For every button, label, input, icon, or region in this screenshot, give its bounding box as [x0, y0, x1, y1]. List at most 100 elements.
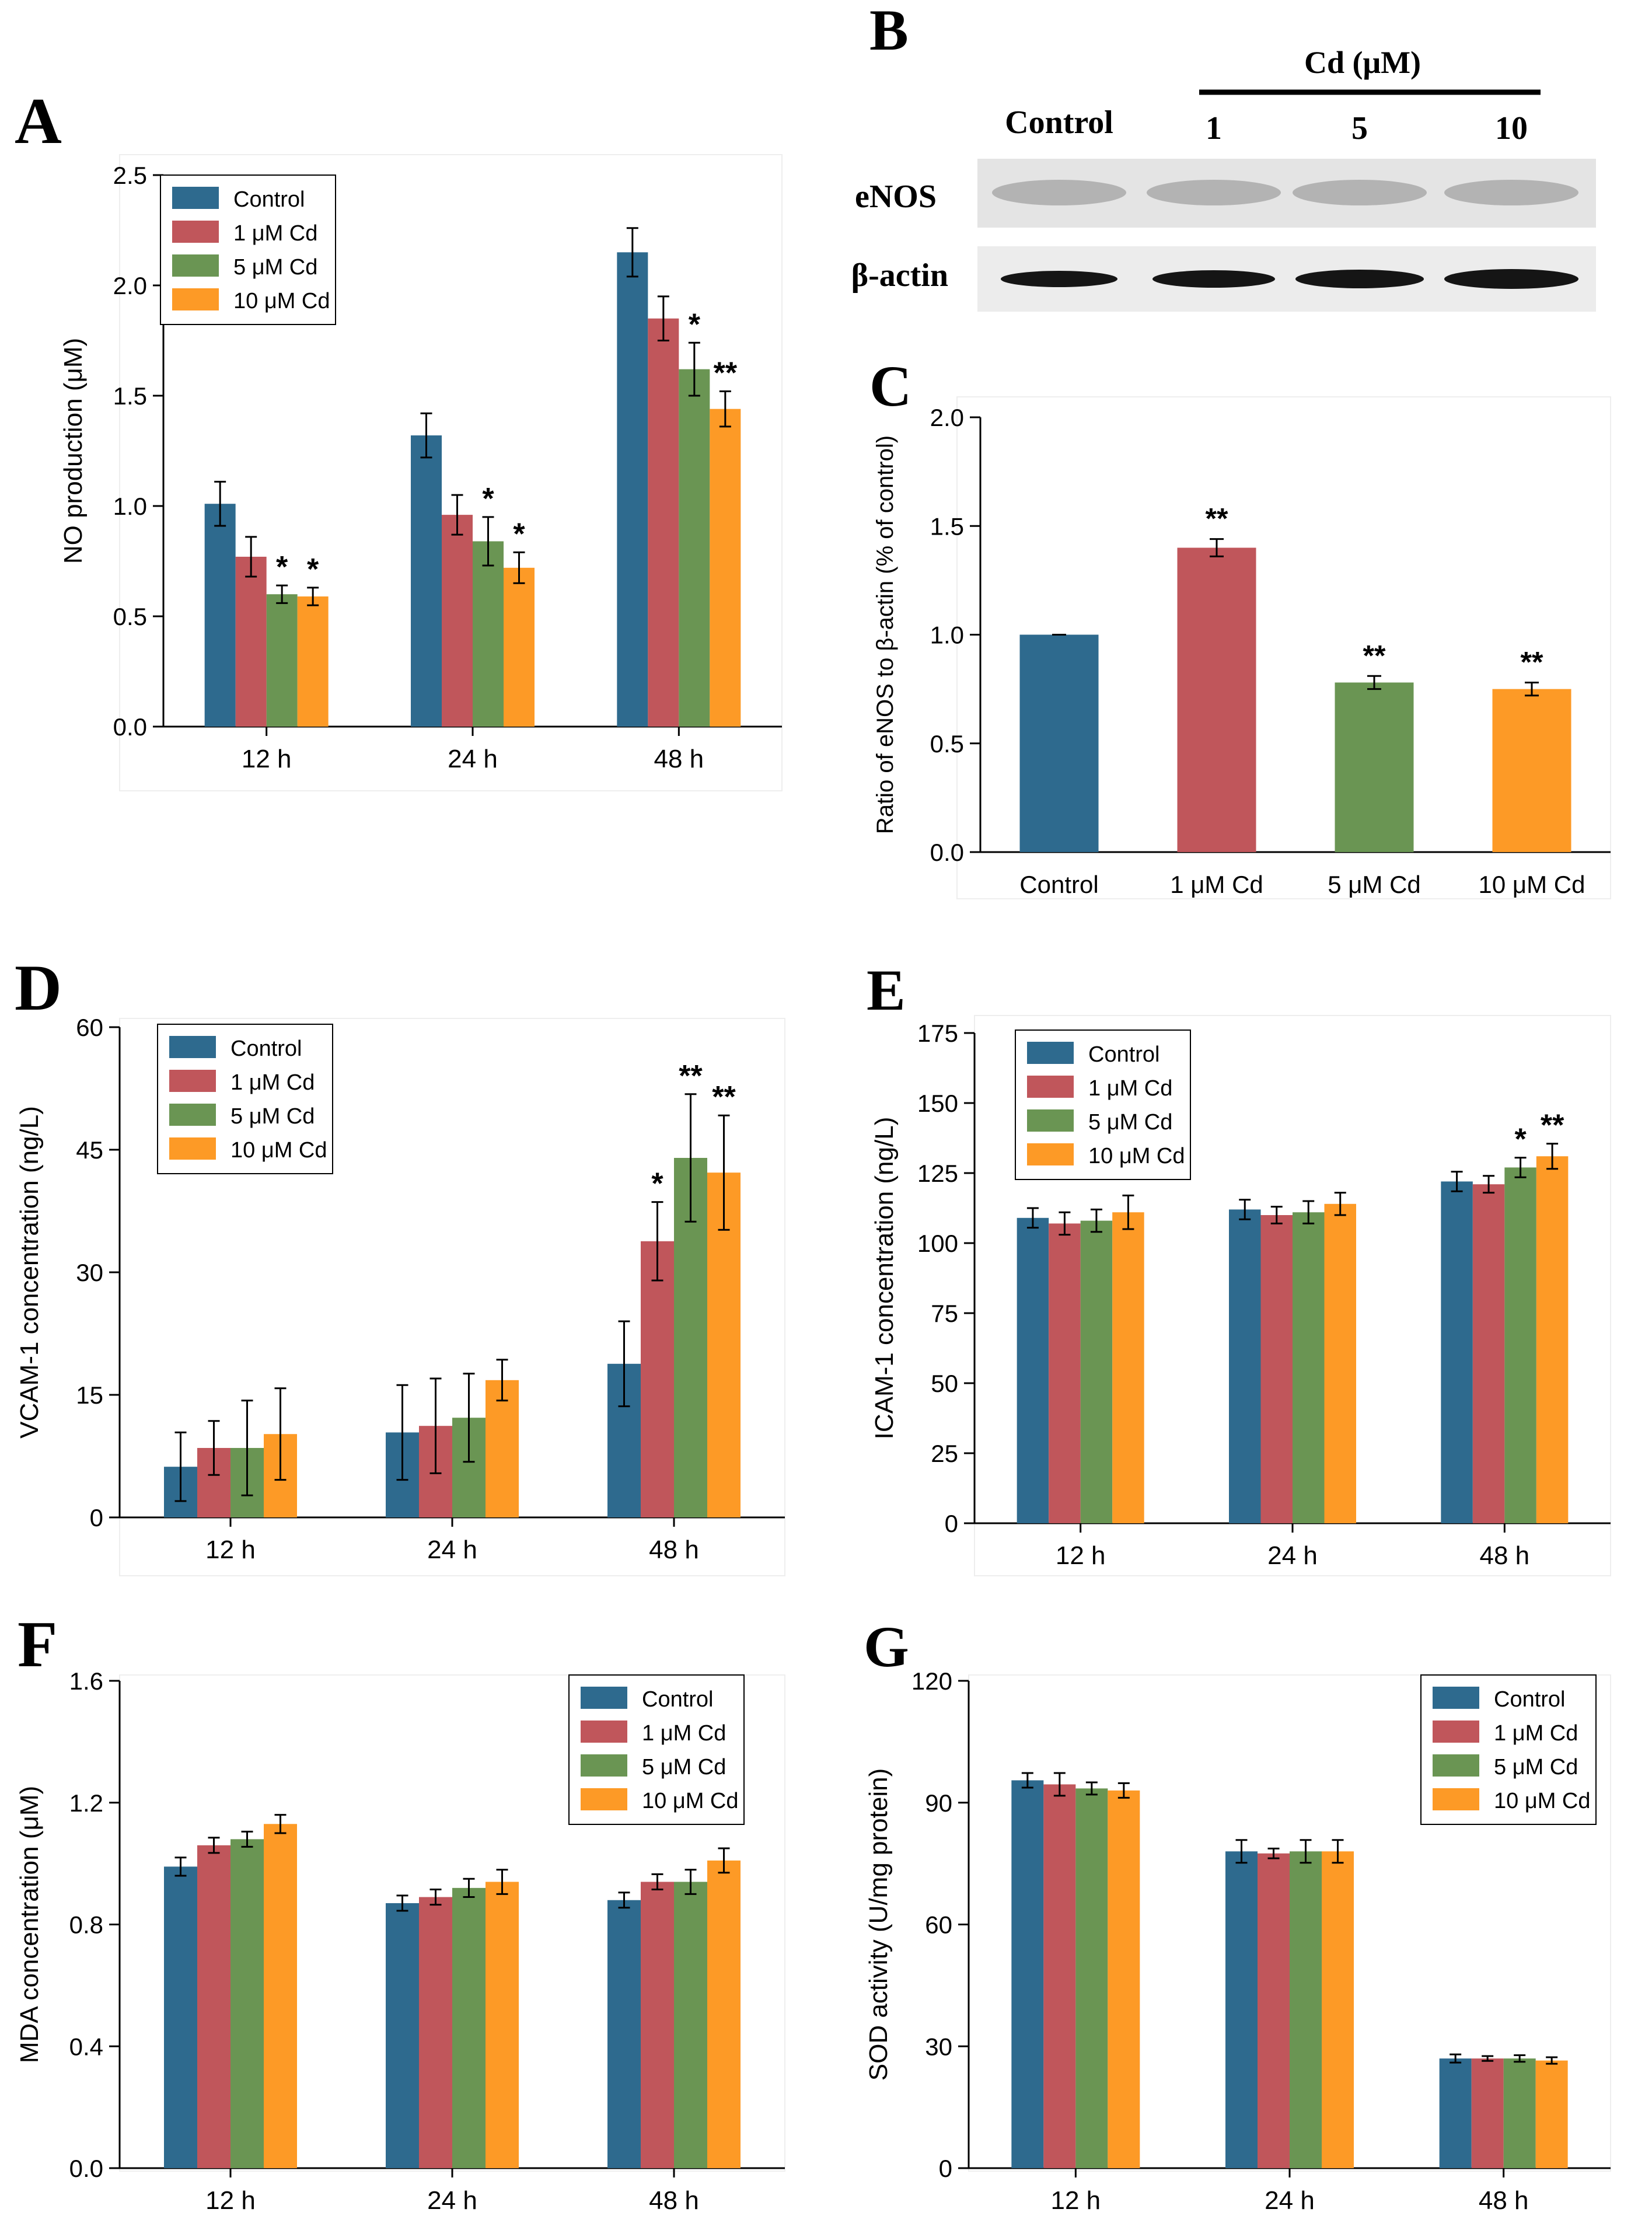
legend-label: Control: [1088, 1042, 1160, 1067]
x-tick-label: 12 h: [205, 1535, 256, 1564]
y-tick-label: 45: [76, 1136, 103, 1164]
legend-label: 5 μM Cd: [1494, 1755, 1578, 1779]
legend-label: 5 μM Cd: [1088, 1110, 1172, 1135]
bar: [1322, 1851, 1354, 2168]
significance-mark: *: [482, 482, 494, 516]
bar: [1536, 1156, 1569, 1523]
legend-swatch: [1433, 1687, 1479, 1709]
significance-mark: *: [307, 553, 319, 587]
bar: [297, 596, 329, 727]
y-tick-label: 0.8: [69, 1911, 103, 1939]
panel-label-c: C: [869, 354, 911, 418]
bar: [486, 1882, 519, 2168]
blot-row-bactin: β-actin: [851, 257, 948, 294]
y-tick-label: 175: [917, 1020, 958, 1047]
actin-band-2: [1152, 270, 1275, 288]
enos-band-2: [1147, 180, 1281, 205]
y-tick-label: 1.6: [69, 1667, 103, 1695]
bar: [1075, 1788, 1108, 2168]
panel-label-e: E: [867, 958, 906, 1022]
legend-label: Control: [230, 1037, 302, 1061]
legend-swatch: [172, 254, 219, 277]
x-tick-label: 48 h: [1480, 1541, 1530, 1570]
legend-label: Control: [642, 1687, 714, 1712]
legend-label: 10 μM Cd: [1088, 1144, 1185, 1168]
legend-swatch: [172, 288, 219, 310]
x-tick-label: 5 μM Cd: [1328, 871, 1421, 898]
y-tick-label: 0.5: [113, 603, 147, 630]
bar: [1017, 1217, 1049, 1523]
y-tick-label: 2.0: [930, 404, 964, 431]
bar: [1177, 547, 1256, 852]
bar: [473, 541, 504, 727]
bar: [1019, 634, 1099, 852]
bar: [1290, 1851, 1322, 2168]
x-tick-label: 48 h: [1479, 2186, 1529, 2215]
significance-mark: *: [513, 517, 525, 551]
panel-label-g: G: [864, 1614, 909, 1679]
bar: [197, 1845, 230, 2168]
x-tick-label: 12 h: [1056, 1541, 1106, 1570]
panel-label-a: A: [15, 85, 62, 158]
legend-label: 10 μM Cd: [1494, 1789, 1591, 1813]
y-tick-label: 1.2: [69, 1789, 103, 1817]
legend-label: 5 μM Cd: [233, 255, 317, 280]
bar: [486, 1380, 519, 1517]
bar: [1324, 1203, 1356, 1523]
legend-swatch: [581, 1687, 627, 1709]
y-tick-label: 1.5: [930, 512, 964, 540]
legend-swatch: [581, 1754, 627, 1777]
bar: [1293, 1212, 1325, 1523]
y-tick-label: 75: [931, 1300, 958, 1327]
significance-mark: **: [679, 1059, 703, 1093]
legend-swatch: [581, 1721, 627, 1743]
x-tick-label: 1 μM Cd: [1170, 871, 1263, 898]
significance-mark: *: [651, 1167, 663, 1201]
legend-swatch: [1027, 1143, 1074, 1165]
legend-swatch: [172, 221, 219, 243]
bar: [607, 1900, 641, 2168]
enos-band-4: [1444, 180, 1578, 205]
y-tick-label: 0.5: [930, 730, 964, 758]
bar: [419, 1897, 452, 2168]
blot-lane-10: 10: [1495, 110, 1528, 146]
y-tick-label: 25: [931, 1440, 958, 1467]
bar: [707, 1860, 741, 2168]
bar: [1049, 1223, 1081, 1523]
significance-mark: *: [689, 308, 701, 341]
actin-band-1: [1001, 271, 1117, 287]
bar: [617, 252, 648, 727]
legend-label: 5 μM Cd: [230, 1104, 315, 1129]
x-tick-label: 48 h: [649, 1535, 699, 1564]
bar: [1229, 1209, 1261, 1523]
y-axis-title: Ratio of eNOS to β-actin (% of control): [872, 435, 898, 834]
legend-swatch: [1433, 1754, 1479, 1777]
bar: [386, 1903, 419, 2168]
chart-a: 0.00.51.01.52.02.512 h* *24 h**48 h***NO …: [59, 154, 783, 791]
y-axis-title: SOD activity (U/mg protein): [864, 1768, 893, 2081]
legend-swatch: [172, 187, 219, 209]
legend-swatch: [581, 1788, 627, 1810]
bar: [442, 515, 473, 727]
legend-label: 1 μM Cd: [1088, 1076, 1172, 1101]
y-tick-label: 100: [917, 1230, 958, 1257]
significance-mark: **: [1363, 639, 1386, 672]
bar: [648, 318, 679, 727]
bar: [1439, 2058, 1472, 2168]
y-axis-title: ICAM-1 concentration (ng/L): [870, 1117, 899, 1440]
panel-label-f: F: [18, 1608, 57, 1681]
enos-band-3: [1293, 180, 1427, 205]
x-tick-label: Control: [1019, 871, 1098, 898]
legend-label: 1 μM Cd: [233, 221, 317, 246]
bar: [679, 369, 710, 727]
bar: [1441, 1181, 1473, 1523]
plot-frame: [956, 396, 1611, 899]
x-tick-label: 24 h: [448, 745, 498, 773]
blot-lane-5: 5: [1351, 110, 1368, 146]
y-tick-label: 1.5: [113, 382, 147, 410]
significance-mark: **: [712, 1080, 736, 1114]
bar: [1335, 682, 1414, 852]
y-tick-label: 50: [931, 1370, 958, 1397]
actin-band-4: [1444, 269, 1578, 289]
